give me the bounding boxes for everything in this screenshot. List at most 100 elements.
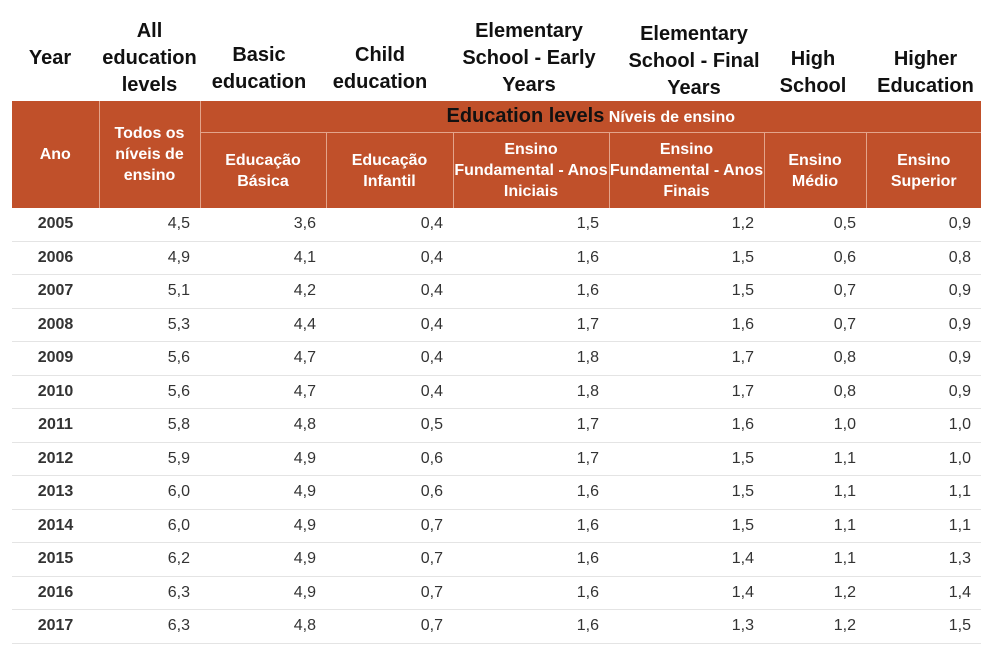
group-header: Education levels Níveis de ensino — [200, 101, 981, 133]
cell-all: 6,0 — [99, 509, 200, 543]
cell-year: 2007 — [12, 275, 99, 309]
cell-basic: 4,9 — [200, 509, 326, 543]
cell-final: 1,4 — [609, 543, 764, 577]
cell-high: 0,5 — [764, 208, 866, 241]
pt-header-todos: Todos os níveis de ensino — [99, 101, 200, 208]
cell-child: 0,4 — [326, 308, 453, 342]
cell-final: 1,5 — [609, 275, 764, 309]
cell-basic: 3,6 — [200, 208, 326, 241]
en-header-elem-early: Elementary School - Early Years — [455, 18, 603, 99]
education-table: Ano Todos os níveis de ensino Education … — [12, 101, 981, 644]
cell-basic: 4,2 — [200, 275, 326, 309]
table-row: 2005 4,5 3,6 0,4 1,5 1,2 0,5 0,9 — [12, 208, 981, 241]
table-row: 2011 5,8 4,8 0,5 1,7 1,6 1,0 1,0 — [12, 409, 981, 443]
cell-final: 1,7 — [609, 375, 764, 409]
cell-basic: 4,1 — [200, 241, 326, 275]
cell-year: 2010 — [12, 375, 99, 409]
cell-high: 0,6 — [764, 241, 866, 275]
cell-higher: 1,3 — [866, 543, 981, 577]
cell-early: 1,8 — [453, 375, 609, 409]
cell-higher: 0,8 — [866, 241, 981, 275]
cell-higher: 1,0 — [866, 409, 981, 443]
table-row: 2012 5,9 4,9 0,6 1,7 1,5 1,1 1,0 — [12, 442, 981, 476]
table-row: 2016 6,3 4,9 0,7 1,6 1,4 1,2 1,4 — [12, 576, 981, 610]
cell-all: 5,6 — [99, 375, 200, 409]
table-row: 2008 5,3 4,4 0,4 1,7 1,6 0,7 0,9 — [12, 308, 981, 342]
cell-high: 0,8 — [764, 375, 866, 409]
cell-child: 0,7 — [326, 576, 453, 610]
cell-higher: 1,0 — [866, 442, 981, 476]
cell-year: 2014 — [12, 509, 99, 543]
cell-high: 1,1 — [764, 442, 866, 476]
cell-early: 1,7 — [453, 308, 609, 342]
cell-final: 1,2 — [609, 208, 764, 241]
cell-high: 0,8 — [764, 342, 866, 376]
cell-year: 2006 — [12, 241, 99, 275]
cell-child: 0,4 — [326, 342, 453, 376]
cell-year: 2017 — [12, 610, 99, 644]
cell-final: 1,5 — [609, 476, 764, 510]
cell-early: 1,6 — [453, 476, 609, 510]
cell-child: 0,7 — [326, 543, 453, 577]
table-row: 2017 6,3 4,8 0,7 1,6 1,3 1,2 1,5 — [12, 610, 981, 644]
cell-all: 4,5 — [99, 208, 200, 241]
en-header-child: Child education — [324, 42, 436, 96]
cell-basic: 4,8 — [200, 409, 326, 443]
en-header-high: High School — [768, 46, 858, 100]
table-row: 2015 6,2 4,9 0,7 1,6 1,4 1,1 1,3 — [12, 543, 981, 577]
cell-early: 1,6 — [453, 543, 609, 577]
table-row: 2009 5,6 4,7 0,4 1,8 1,7 0,8 0,9 — [12, 342, 981, 376]
cell-early: 1,6 — [453, 275, 609, 309]
table-row: 2006 4,9 4,1 0,4 1,6 1,5 0,6 0,8 — [12, 241, 981, 275]
cell-child: 0,4 — [326, 241, 453, 275]
cell-all: 4,9 — [99, 241, 200, 275]
table-row: 2013 6,0 4,9 0,6 1,6 1,5 1,1 1,1 — [12, 476, 981, 510]
cell-early: 1,6 — [453, 610, 609, 644]
pt-header-infantil: Educação Infantil — [326, 133, 453, 209]
cell-higher: 1,4 — [866, 576, 981, 610]
cell-child: 0,7 — [326, 509, 453, 543]
cell-basic: 4,9 — [200, 543, 326, 577]
cell-year: 2009 — [12, 342, 99, 376]
cell-higher: 0,9 — [866, 275, 981, 309]
pt-header-basica: Educação Básica — [200, 133, 326, 209]
cell-high: 1,1 — [764, 543, 866, 577]
cell-child: 0,7 — [326, 610, 453, 644]
cell-basic: 4,8 — [200, 610, 326, 644]
cell-all: 5,3 — [99, 308, 200, 342]
en-header-year: Year — [20, 45, 80, 72]
cell-all: 5,1 — [99, 275, 200, 309]
pt-group-label: Níveis de ensino — [609, 109, 735, 126]
cell-higher: 1,1 — [866, 509, 981, 543]
pt-header-medio: Ensino Médio — [764, 133, 866, 209]
cell-final: 1,5 — [609, 442, 764, 476]
cell-higher: 1,5 — [866, 610, 981, 644]
cell-basic: 4,9 — [200, 442, 326, 476]
cell-all: 6,3 — [99, 610, 200, 644]
cell-high: 1,0 — [764, 409, 866, 443]
cell-higher: 0,9 — [866, 375, 981, 409]
en-header-higher: Higher Education — [868, 46, 983, 100]
en-header-all-levels: All education levels — [92, 18, 207, 99]
cell-child: 0,5 — [326, 409, 453, 443]
cell-high: 0,7 — [764, 308, 866, 342]
cell-year: 2013 — [12, 476, 99, 510]
table-row: 2014 6,0 4,9 0,7 1,6 1,5 1,1 1,1 — [12, 509, 981, 543]
cell-year: 2016 — [12, 576, 99, 610]
cell-early: 1,6 — [453, 241, 609, 275]
cell-child: 0,4 — [326, 208, 453, 241]
cell-high: 0,7 — [764, 275, 866, 309]
pt-header-superior: Ensino Superior — [866, 133, 981, 209]
cell-final: 1,5 — [609, 509, 764, 543]
cell-final: 1,4 — [609, 576, 764, 610]
cell-all: 5,8 — [99, 409, 200, 443]
cell-child: 0,6 — [326, 442, 453, 476]
cell-basic: 4,7 — [200, 375, 326, 409]
cell-all: 6,0 — [99, 476, 200, 510]
cell-high: 1,2 — [764, 576, 866, 610]
cell-year: 2008 — [12, 308, 99, 342]
table-row: 2010 5,6 4,7 0,4 1,8 1,7 0,8 0,9 — [12, 375, 981, 409]
cell-final: 1,7 — [609, 342, 764, 376]
pt-header-fund-iniciais: Ensino Fundamental - Anos Iniciais — [453, 133, 609, 209]
cell-year: 2015 — [12, 543, 99, 577]
